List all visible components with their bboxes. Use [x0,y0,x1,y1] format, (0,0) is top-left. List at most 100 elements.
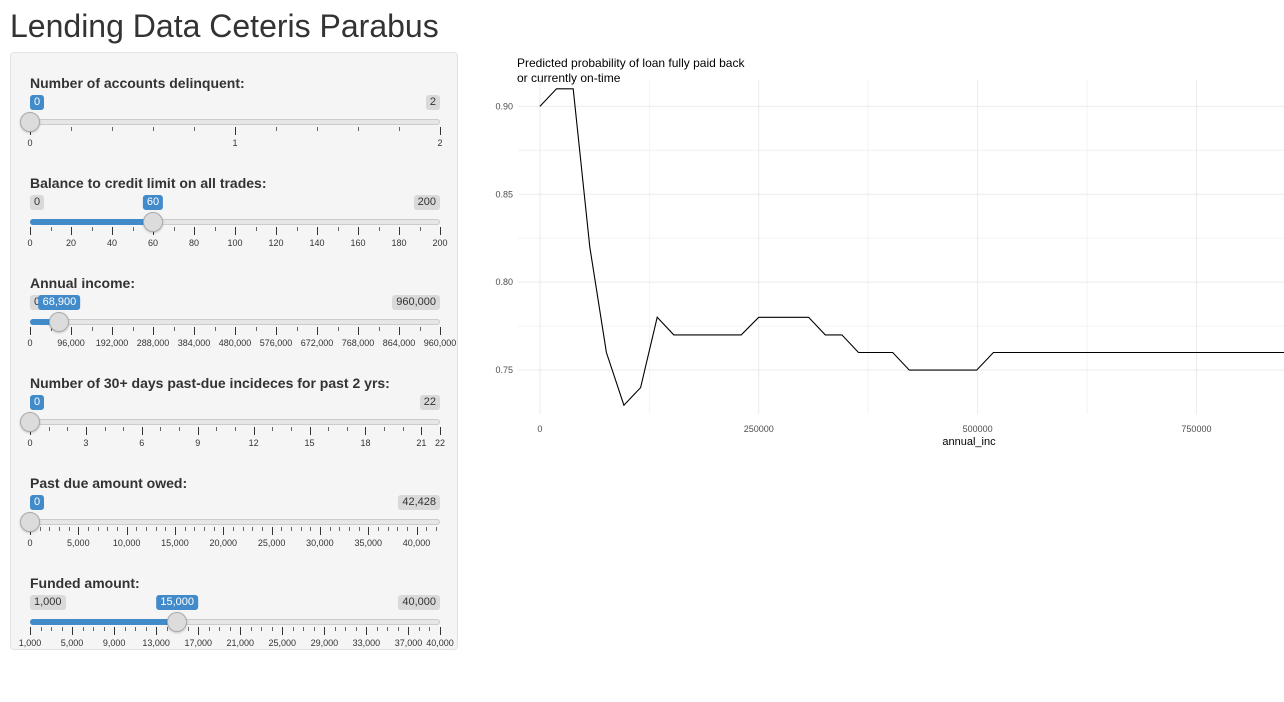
slider-tick-label: 22 [434,438,446,448]
slider-minor-tick [68,527,70,531]
slider-tick-label: 25,000 [268,638,297,648]
slider-tick-label: 0 [27,238,33,248]
slider-minor-tick [255,227,257,231]
slider-fill [30,219,153,225]
slider-tick-label: 30,000 [306,538,334,548]
slider-minor-tick [377,527,379,531]
slider-label: Annual income: [30,275,136,291]
slider-tick-label: 180 [391,238,407,248]
slider-max-badge: 200 [413,195,440,210]
slider-tick-label: 37,000 [394,638,423,648]
slider-tick-label: 40,000 [426,638,454,648]
slider-tick-label: 5,000 [67,538,90,548]
page-title: Lending Data Ceteris Parabus [10,8,439,44]
y-tick-label: 0.80 [495,277,513,287]
slider-major-tick [440,627,441,635]
slider-past-due-amount[interactable]: Past due amount owed: 0 5,000 10,000 15,000 2… [20,473,442,573]
slider-track[interactable] [30,119,440,125]
slider-minor-tick [112,127,113,131]
slider-minor-tick [132,227,134,231]
slider-value-badge: 15,000 [156,595,198,610]
slider-handle[interactable] [20,112,40,132]
slider-tick-label: 9 [195,438,201,448]
slider-major-tick [240,627,242,635]
slider-minor-tick [313,627,315,631]
slider-accounts-delinquent[interactable]: Number of accounts delinquent:012020 [20,73,443,173]
slider-minor-tick [91,327,93,331]
slider-tick-label: 35,000 [354,538,382,548]
slider-value-badge: 0 [30,95,45,110]
slider-minor-tick [58,527,60,531]
slider-minor-tick [50,227,52,231]
slider-minor-tick [173,327,175,331]
slider-minor-tick [61,627,63,631]
slider-minor-tick [124,627,126,631]
slider-major-tick [276,327,277,335]
slider-minor-tick [261,527,263,531]
slider-handle[interactable] [20,412,40,432]
slider-tick-label: 15,000 [161,538,189,548]
slider-tick-label: 200 [432,238,448,248]
slider-past-due-incidences[interactable]: Number of 30+ days past-due incideces fo… [20,373,446,473]
slider-balance-to-credit-limit[interactable]: Balance to credit limit on all trades: 0 2… [27,173,447,273]
slider-minor-tick [255,327,257,331]
slider-major-tick [194,227,195,235]
slider-max-badge: 22 [419,395,440,410]
slider-annual-income[interactable]: Annual income: 0 96,000 192,000 288,000 384,0… [27,273,456,373]
slider-minor-tick [153,127,154,131]
slider-tick-label: 192,000 [95,338,129,348]
slider-tick-label: 25,000 [257,538,286,548]
slider-major-tick [271,527,273,535]
slider-minor-tick [49,527,51,531]
slider-minor-tick [103,627,105,631]
slider-tick-label: 12 [248,438,259,448]
slider-tick-label: 1,000 [18,638,42,648]
slider-tick-label: 160 [350,238,366,248]
slider-handle[interactable] [20,512,40,532]
slider-major-tick [368,527,370,535]
slider-minor-tick [166,627,168,631]
slider-minor-tick [334,627,336,631]
slider-track[interactable] [30,519,440,525]
slider-minor-tick [387,527,389,531]
slider-tick-label: 672,000 [300,338,334,348]
slider-minor-tick [281,527,283,531]
slider-funded-amount[interactable]: Funded amount: 1,000 5,000 9,000 13,000 17,00… [19,573,454,673]
slider-handle[interactable] [167,612,188,632]
slider-major-tick [399,227,400,235]
slider-major-tick [78,527,80,535]
slider-tick-label: 2 [437,138,443,148]
slider-track[interactable] [30,419,440,425]
slider-minor-tick [418,627,420,631]
slider-minor-tick [290,527,292,531]
slider-minor-tick [276,127,277,131]
slider-major-tick [194,327,195,335]
slider-tick-label: 29,000 [310,638,339,648]
chart-svg: Predicted probability of loan fully paid… [495,56,1284,448]
slider-tick-label: 0 [27,538,33,548]
slider-fill [30,319,60,325]
slider-minor-tick [229,627,231,631]
slider-minor-tick [303,627,305,631]
slider-track[interactable] [30,319,440,325]
slider-tick-label: 96,000 [57,338,85,348]
slider-label: Balance to credit limit on all trades: [30,175,267,191]
slider-minor-tick [165,527,167,531]
slider-handle[interactable] [49,312,70,332]
slider-minor-tick [402,427,404,431]
slider-minor-tick [71,127,72,131]
slider-minor-tick [48,427,50,431]
slider-handle[interactable] [143,212,163,232]
slider-tick-label: 0 [27,138,33,148]
slider-tick-label: 33,000 [352,638,381,648]
slider-minor-tick [208,627,210,631]
slider-major-tick [30,627,31,635]
slider-minor-tick [429,627,431,631]
slider-tick-label: 40 [106,238,118,248]
slider-tick-label: 768,000 [341,338,375,348]
slider-minor-tick [296,227,298,231]
slider-minor-tick [213,527,215,531]
slider-minor-tick [317,127,318,131]
slider-label: Number of 30+ days past-due incideces fo… [30,375,390,391]
slider-tick-label: 480,000 [218,338,252,348]
